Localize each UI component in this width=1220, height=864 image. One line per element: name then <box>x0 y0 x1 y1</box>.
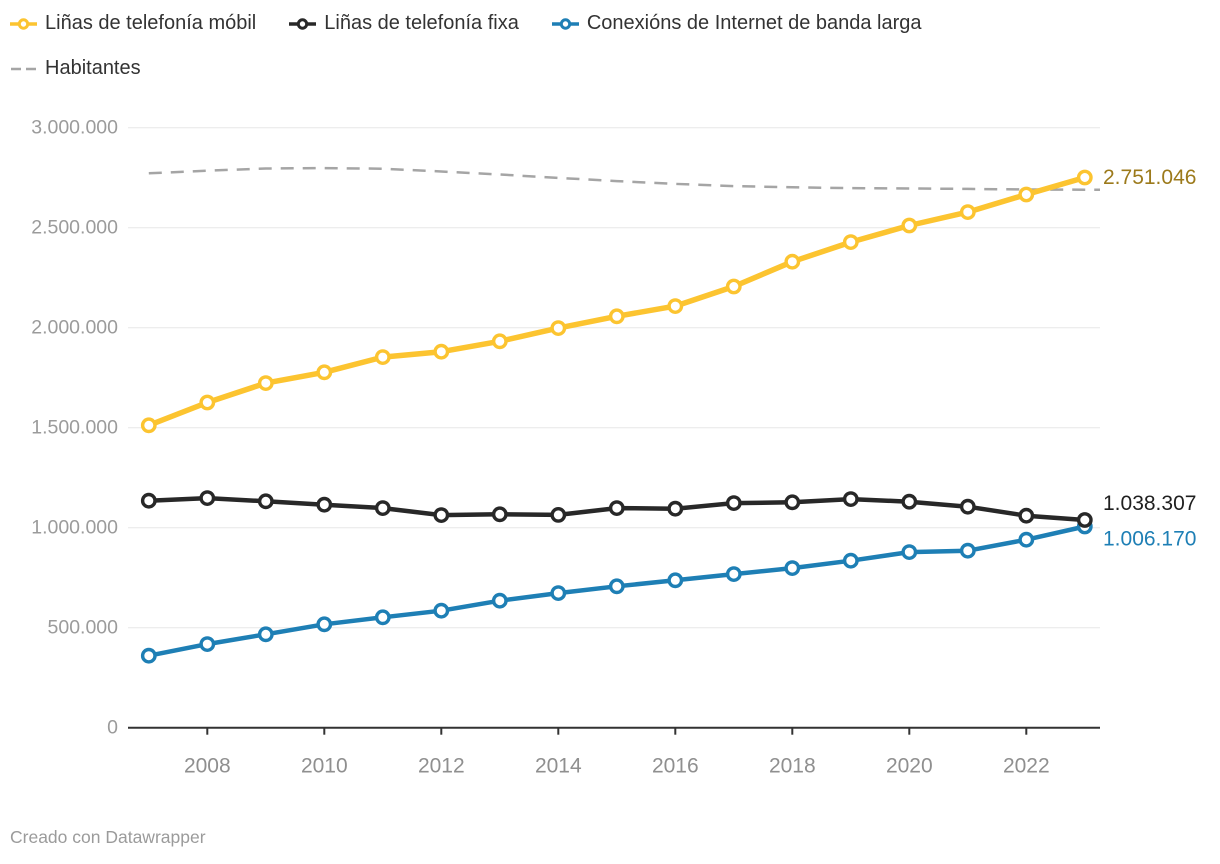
y-axis-tick-label: 2.500.000 <box>31 217 118 239</box>
line-marker-icon <box>289 16 317 31</box>
data-point-marker <box>491 592 508 609</box>
data-point-marker <box>959 498 976 515</box>
data-point-marker <box>901 544 918 560</box>
data-point-marker <box>257 375 274 391</box>
data-point-marker <box>1018 531 1035 548</box>
line-marker-icon <box>551 16 579 31</box>
y-axis-tick-label: 2.000.000 <box>31 317 118 339</box>
data-point-marker <box>433 507 450 523</box>
data-point-marker <box>842 491 859 507</box>
data-point-marker <box>667 572 684 589</box>
legend-row-1: Liñas de telefonía móbil Liñas de telefo… <box>10 11 1214 35</box>
x-axis-tick-label: 2012 <box>418 755 465 778</box>
data-point-marker <box>316 616 333 633</box>
data-point-marker <box>959 204 976 221</box>
series-end-value-label: 1.006.170 <box>1103 527 1196 550</box>
legend-label-internet: Conexións de Internet de banda larga <box>586 12 922 34</box>
data-point-marker <box>257 493 274 510</box>
data-point-marker <box>608 578 625 595</box>
data-point-marker <box>374 500 391 516</box>
data-point-marker <box>199 490 216 506</box>
y-axis-tick-label: 1.500.000 <box>31 417 118 439</box>
x-axis-tick-label: 2016 <box>652 755 699 778</box>
line-marker-icon <box>10 16 37 31</box>
data-point-marker <box>725 495 742 511</box>
data-point-marker <box>1076 169 1093 186</box>
data-point-marker <box>901 493 918 510</box>
footer-credit[interactable]: Creado con Datawrapper <box>10 827 206 847</box>
x-axis-tick-label: 2018 <box>769 755 816 778</box>
legend-item-habitantes: Habitantes <box>10 56 141 80</box>
data-point-marker <box>491 333 508 350</box>
data-point-marker <box>667 500 684 517</box>
data-point-marker <box>608 308 625 325</box>
data-point-marker <box>316 496 333 513</box>
legend-item-internet: Conexións de Internet de banda larga <box>551 11 922 35</box>
data-point-marker <box>550 585 567 601</box>
legend-item-mobil: Liñas de telefonía móbil <box>10 11 256 35</box>
data-point-marker <box>491 506 508 523</box>
legend: Liñas de telefonía móbil Liñas de telefo… <box>10 11 1214 101</box>
x-axis-tick-label: 2020 <box>886 755 933 778</box>
x-axis-tick-label: 2014 <box>535 755 582 778</box>
data-point-marker <box>140 492 157 509</box>
data-point-marker <box>901 217 918 234</box>
data-point-marker <box>725 278 742 295</box>
data-point-marker <box>959 542 976 559</box>
data-point-marker <box>667 298 684 314</box>
legend-label-mobil: Liñas de telefonía móbil <box>45 12 257 34</box>
data-point-marker <box>433 602 450 619</box>
legend-item-fixa: Liñas de telefonía fixa <box>289 11 519 35</box>
y-axis-tick-label: 3.000.000 <box>31 117 118 139</box>
legend-label-fixa: Liñas de telefonía fixa <box>324 12 519 34</box>
data-point-marker <box>257 626 274 643</box>
data-point-marker <box>784 253 801 270</box>
series-end-value-label: 2.751.046 <box>1103 166 1196 189</box>
series-end-value-label: 1.038.307 <box>1103 492 1196 515</box>
data-point-marker <box>374 609 391 626</box>
data-point-marker <box>433 343 450 360</box>
data-point-marker <box>374 349 391 365</box>
data-point-marker <box>1076 512 1093 528</box>
data-point-marker <box>725 566 742 582</box>
series-line-4 <box>148 166 1100 191</box>
data-point-marker <box>608 500 625 516</box>
y-axis-tick-label: 1.000.000 <box>31 517 118 539</box>
data-point-marker <box>1018 507 1035 524</box>
legend-row-2: Habitantes <box>10 56 1214 80</box>
data-point-marker <box>784 494 801 511</box>
data-point-marker <box>1018 186 1035 203</box>
data-point-marker <box>199 394 216 411</box>
series-line-1 <box>147 174 1086 428</box>
x-axis-tick-label: 2010 <box>301 755 348 778</box>
data-point-marker <box>550 507 567 523</box>
legend-label-habitantes: Habitantes <box>45 57 141 79</box>
y-axis-tick-label: 500.000 <box>48 617 119 639</box>
data-point-marker <box>316 364 333 381</box>
data-point-marker <box>550 320 567 336</box>
y-axis-tick-label: 0 <box>107 717 118 739</box>
data-point-marker <box>784 560 801 576</box>
data-point-marker <box>842 552 859 569</box>
data-point-marker <box>140 417 157 434</box>
x-axis-tick-label: 2008 <box>184 755 231 778</box>
data-point-marker <box>842 234 859 251</box>
data-point-marker <box>140 647 157 664</box>
x-axis-tick-label: 2022 <box>1003 755 1050 778</box>
dashed-line-icon <box>10 61 37 76</box>
data-point-marker <box>199 636 216 652</box>
